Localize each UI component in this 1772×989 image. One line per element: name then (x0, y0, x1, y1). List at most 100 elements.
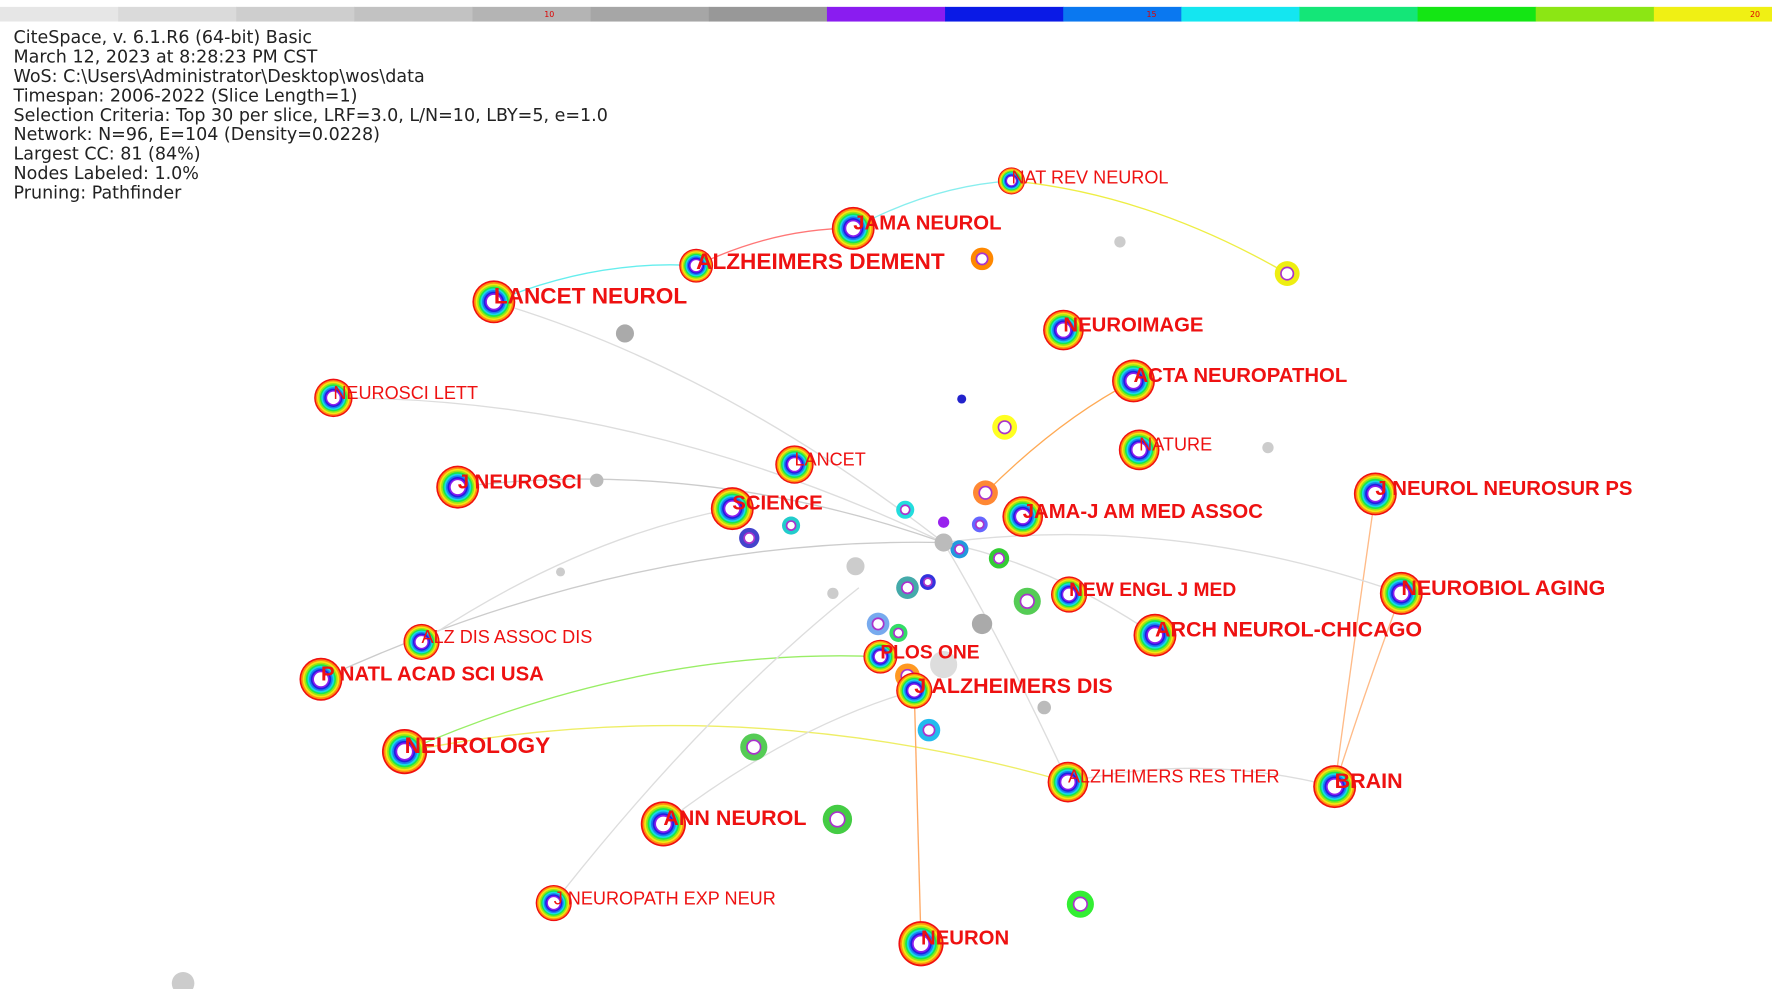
node-label: LANCET (794, 450, 865, 470)
minor-node-core (975, 252, 989, 266)
header-line: Timespan: 2006-2022 (Slice Length=1) (13, 86, 358, 106)
edge (553, 587, 860, 904)
minor-node (827, 587, 839, 600)
node-label: NEURON (921, 928, 1009, 950)
minor-node-core (829, 811, 846, 828)
node: P NATL ACAD SCI USA (299, 657, 544, 701)
minor-node (1262, 441, 1274, 454)
node-ring (846, 221, 861, 236)
node-ring (1368, 486, 1383, 501)
node: NEUROBIOL AGING (1379, 571, 1605, 615)
edge (1011, 180, 1288, 275)
node-label: SCIENCE (732, 493, 822, 515)
node-label: J NEUROL NEUROSUR PS (1375, 478, 1632, 500)
minor-node (971, 613, 993, 635)
node: J NEUROSCI (436, 465, 582, 509)
minor-node-core (1280, 266, 1295, 281)
timeline-label: 10 (544, 10, 554, 19)
timeline-segment (1653, 6, 1772, 22)
minor-node-core (871, 617, 885, 631)
header-line: Largest CC: 81 (84%) (14, 145, 201, 165)
node-ring (1394, 586, 1409, 601)
timeline-segment (1063, 6, 1182, 22)
timeline-segment (472, 6, 592, 22)
minor-nodes (171, 236, 1300, 989)
node: NEUROSCI LETT (314, 378, 478, 418)
minor-node-core (746, 739, 762, 755)
edge (1333, 493, 1377, 787)
node-label: NEUROSCI LETT (333, 383, 478, 403)
header-info: CiteSpace, v. 6.1.R6 (64-bit) BasicMarch… (13, 28, 608, 204)
timeline-segment (945, 6, 1064, 22)
node-label: ACTA NEUROPATHOL (1133, 365, 1347, 387)
node-ring (547, 897, 560, 909)
node-label: J NEUROSCI (458, 471, 582, 493)
minor-node-core (923, 577, 933, 587)
timeline-segment (1299, 6, 1419, 22)
timeline-label: 20 (1750, 10, 1760, 19)
node: ALZ DIS ASSOC DIS (403, 623, 592, 661)
minor-node-core (922, 723, 936, 737)
node: NAT REV NEUROL (997, 167, 1168, 195)
header-line: Pruning: Pathfinder (14, 184, 183, 204)
minor-node-core (900, 581, 914, 595)
node-ring (415, 636, 428, 648)
minor-node (1037, 700, 1051, 715)
node-label: PLOS ONE (880, 643, 979, 664)
minor-node (937, 516, 950, 528)
edge (1067, 767, 1335, 788)
edge (943, 533, 1402, 595)
node-ring (313, 672, 328, 687)
node-label: ARCH NEUROL-CHICAGO (1155, 618, 1422, 642)
edge (457, 478, 944, 544)
header-line: Nodes Labeled: 1.0% (14, 164, 199, 184)
node: LANCET NEUROL (472, 280, 687, 324)
node-label: ALZHEIMERS RES THER (1068, 767, 1280, 787)
node-label: NEUROLOGY (405, 733, 551, 758)
minor-node-core (997, 420, 1012, 435)
node: NEUROLOGY (381, 728, 551, 775)
minor-node-core (993, 552, 1005, 565)
edge (943, 541, 1156, 636)
timeline-segment (826, 6, 946, 22)
node: NATURE (1118, 429, 1212, 471)
minor-node-core (893, 627, 904, 639)
minor-node (957, 394, 967, 404)
timeline-segment (1535, 6, 1655, 22)
minor-node-core (974, 519, 985, 530)
node: ACTA NEUROPATHOL (1112, 359, 1347, 403)
minor-node (556, 567, 566, 577)
edge (421, 507, 733, 643)
timeline-segment (354, 6, 474, 22)
header-line: CiteSpace, v. 6.1.R6 (64-bit) Basic (14, 28, 313, 48)
timeline-segment (0, 6, 119, 22)
minor-node-core (954, 543, 965, 555)
node-ring (1061, 775, 1075, 789)
node-ring (908, 684, 921, 697)
timeline-bar: 10 15 20 (0, 6, 1772, 22)
node: ARCH NEUROL-CHICAGO (1133, 613, 1422, 657)
timeline-segment (1417, 6, 1537, 22)
edge (404, 655, 881, 753)
edge (493, 301, 945, 544)
node-ring (1126, 373, 1141, 388)
timeline-segment (118, 6, 237, 22)
node-ring (788, 458, 801, 471)
header-line: March 12, 2023 at 8:28:23 PM CST (14, 47, 318, 67)
node-ring (1132, 443, 1146, 457)
minor-node (930, 651, 958, 679)
timeline-segment (1181, 6, 1301, 22)
minor-node (846, 557, 865, 576)
edge (1334, 593, 1402, 787)
node-label: LANCET NEUROL (494, 284, 687, 309)
node-label: JAMA-J AM MED ASSOC (1023, 501, 1264, 523)
node-label: J ALZHEIMERS DIS (914, 674, 1112, 698)
node: ALZHEIMERS RES THER (1047, 761, 1280, 803)
edge (404, 724, 1069, 783)
node-ring (1007, 176, 1016, 186)
edge (913, 690, 922, 944)
minor-node-core (1072, 896, 1089, 912)
minor-node (589, 473, 604, 488)
node-label: NEUROBIOL AGING (1401, 576, 1605, 600)
